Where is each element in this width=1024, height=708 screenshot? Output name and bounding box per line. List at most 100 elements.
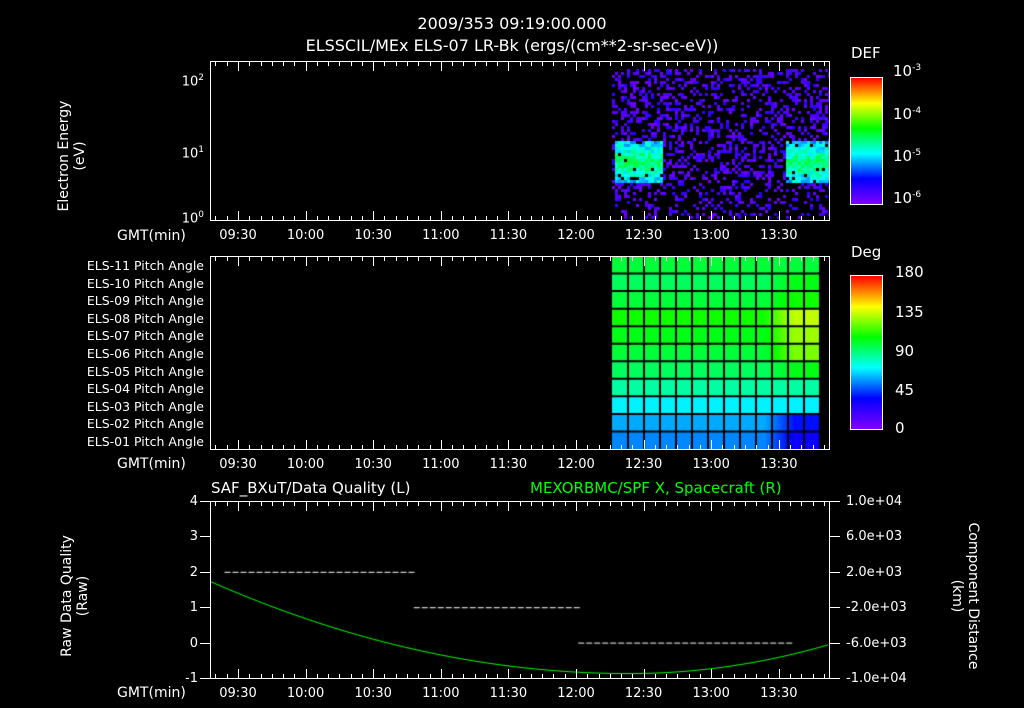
axis-tick [711,440,713,450]
xtick-label: 10:00 [286,686,325,701]
axis-tick [688,256,690,261]
axis-tick [463,256,465,261]
axis-tick [305,256,307,266]
axis-tick [530,674,532,679]
axis-tick [260,445,262,450]
axis-tick [530,445,532,450]
left-ytick-label: 4 [189,494,198,509]
axis-tick [688,61,690,66]
xtick-label: 10:30 [354,457,392,472]
axis-tick [756,445,758,450]
axis-tick [474,61,476,66]
axis-tick [542,256,544,261]
axis-tick [519,216,521,221]
axis-tick [474,216,476,221]
axis-tick [801,501,803,506]
axis-tick [463,674,465,679]
xtick-label: 11:00 [422,686,460,701]
axis-tick [564,674,566,679]
axis-tick [564,256,566,261]
axis-tick [260,216,262,221]
axis-tick [508,501,510,511]
axis-tick [226,216,228,221]
axis-tick [429,501,431,506]
axis-tick [733,445,735,450]
axis-tick [429,445,431,450]
axis-tick [238,501,239,511]
panel3-frame [210,501,830,679]
axis-tick [542,445,544,450]
axis-tick [643,669,645,679]
axis-tick [440,440,442,450]
axis-tick [350,501,352,506]
axis-tick [373,211,375,221]
axis-tick [609,445,611,450]
axis-tick [283,501,285,506]
axis-tick [688,501,690,506]
axis-tick [666,501,668,506]
axis-tick [666,61,668,66]
axis-tick [395,216,397,221]
def-cb-label-1e-6: 10-6 [893,189,922,207]
axis-tick [677,501,679,506]
axis-tick [621,501,623,506]
axis-tick [542,216,544,221]
axis-tick [609,674,611,679]
axis-tick [361,674,363,679]
axis-tick [305,440,307,450]
axis-tick [576,61,577,71]
left-ytick-label: 1 [189,600,198,616]
axis-tick [542,501,544,506]
axis-tick [260,61,262,66]
axis-tick [339,445,341,450]
axis-tick [564,61,566,66]
axis-tick [722,61,724,66]
axis-tick [328,501,330,506]
axis-tick [497,501,499,506]
axis-tick [316,256,318,261]
xtick-label: 10:00 [286,228,325,243]
axis-tick [576,211,577,221]
axis-tick [200,607,210,609]
def-cb-label-1e-4: 10-4 [893,105,922,123]
axis-tick [778,61,780,71]
axis-tick [609,256,611,261]
axis-tick [790,216,792,221]
axis-tick [632,61,634,66]
axis-tick [238,440,239,450]
axis-tick [200,642,210,644]
axis-tick [316,501,318,506]
axis-tick [316,216,318,221]
xtick-label: 12:30 [624,228,663,243]
axis-tick [778,211,780,221]
axis-tick [271,445,273,450]
axis-tick [778,256,780,266]
axis-tick [654,445,656,450]
axis-tick [587,216,589,221]
axis-tick [553,216,555,221]
axis-tick [677,445,679,450]
axis-tick [283,445,285,450]
xtick-label: 10:30 [354,228,392,243]
axis-tick [339,216,341,221]
axis-tick [553,256,555,261]
axis-tick [576,440,577,450]
axis-tick [643,440,645,450]
axis-tick [452,61,454,66]
axis-tick [452,674,454,679]
left-ytick-label: 0 [189,635,198,651]
axis-tick [790,61,792,66]
deg-cb-label-45: 45 [895,381,915,399]
panel3-right-ylabel: Component Distance (km) [949,522,981,670]
axis-tick [339,674,341,679]
axis-tick [373,669,375,679]
axis-tick [598,256,600,261]
axis-tick [598,674,600,679]
axis-tick [226,445,228,450]
axis-tick [699,501,701,506]
axis-tick [249,445,251,450]
axis-tick [294,501,296,506]
axis-tick [485,674,487,679]
axis-tick [215,216,217,221]
axis-tick [294,674,296,679]
